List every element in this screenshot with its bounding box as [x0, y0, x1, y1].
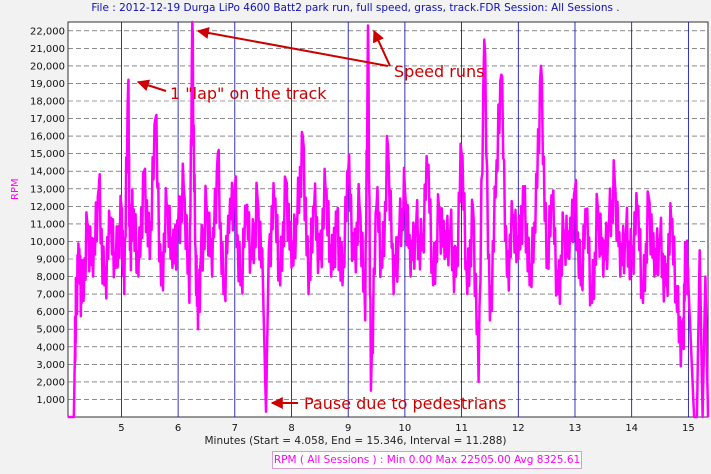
- y-tick-label: 6,000: [36, 307, 65, 318]
- legend: RPM ( All Sessions ) : Min 0.00 Max 2250…: [272, 451, 582, 469]
- x-axis-label: Minutes (Start = 4.058, End = 15.346, In…: [204, 435, 507, 447]
- y-tick-label: 17,000: [30, 114, 65, 125]
- x-tick-label: 10: [399, 423, 412, 434]
- y-tick-label: 16,000: [30, 132, 65, 143]
- y-tick-label: 9,000: [36, 255, 65, 266]
- x-tick-label: 9: [345, 423, 351, 434]
- arrow-lap: [136, 79, 167, 92]
- y-tick-label: 5,000: [36, 325, 65, 336]
- y-tick-label: 22,000: [30, 26, 65, 37]
- arrow-speed-run-2: [373, 29, 391, 67]
- vertical-gridlines: [121, 22, 689, 417]
- y-tick-label: 10,000: [30, 237, 65, 248]
- y-tick-label: 21,000: [30, 44, 65, 55]
- annotations: Speed runs 1 "lap" on the track Pause due …: [136, 27, 506, 413]
- x-tick-label: 13: [569, 423, 582, 434]
- y-tick-label: 14,000: [30, 167, 65, 178]
- y-tick-label: 19,000: [30, 79, 65, 90]
- x-tick-label: 6: [175, 423, 181, 434]
- y-tick-label: 11,000: [30, 219, 65, 230]
- y-axis-ticks: 1,000 2,000 3,000 4,000 5,000 6,000 7,000 8,000…: [30, 26, 65, 406]
- y-tick-label: 18,000: [30, 97, 65, 108]
- y-tick-label: 8,000: [36, 272, 65, 283]
- y-tick-label: 15,000: [30, 149, 65, 160]
- y-tick-label: 7,000: [36, 290, 65, 301]
- legend-text: RPM ( All Sessions ) : Min 0.00 Max 2250…: [273, 454, 581, 466]
- annotation-pause: Pause due to pedestrians: [304, 394, 506, 413]
- x-tick-label: 8: [288, 423, 294, 434]
- y-tick-label: 4,000: [36, 342, 65, 353]
- y-tick-label: 13,000: [30, 184, 65, 195]
- arrow-speed-run-1: [196, 27, 389, 67]
- y-tick-label: 2,000: [36, 377, 65, 388]
- x-tick-label: 14: [625, 423, 638, 434]
- annotation-speed-runs: Speed runs: [394, 62, 484, 81]
- chart-title: File : 2012-12-19 Durga LiPo 4600 Batt2 …: [91, 2, 620, 14]
- y-tick-label: 1,000: [36, 395, 65, 406]
- y-tick-label: 3,000: [36, 360, 65, 371]
- x-tick-label: 15: [682, 423, 695, 434]
- x-tick-label: 5: [118, 423, 124, 434]
- y-tick-label: 12,000: [30, 202, 65, 213]
- x-axis-ticks: 5 6 7 8 9 10 11 12 13 14 15: [118, 423, 695, 434]
- x-tick-label: 12: [512, 423, 525, 434]
- x-tick-label: 11: [455, 423, 468, 434]
- annotation-lap: 1 "lap" on the track: [170, 84, 327, 103]
- rpm-series-line: [67, 20, 710, 419]
- x-tick-label: 7: [232, 423, 238, 434]
- y-axis-label: RPM: [10, 178, 21, 200]
- y-tick-label: 20,000: [30, 61, 65, 72]
